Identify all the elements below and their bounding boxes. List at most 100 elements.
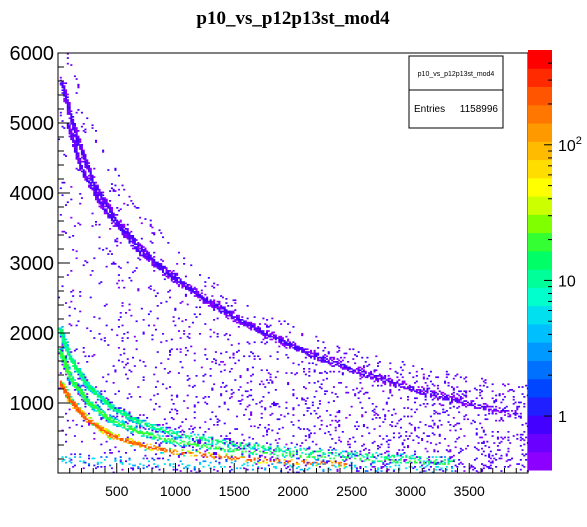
heatmap-cell (84, 163, 87, 166)
heatmap-cell (110, 421, 113, 423)
heatmap-cell (65, 348, 68, 351)
heatmap-cell (123, 202, 126, 205)
heatmap-cell (422, 461, 425, 464)
heatmap-cell (75, 128, 78, 131)
heatmap-cell (110, 433, 113, 436)
heatmap-cell (213, 466, 216, 468)
heatmap-cell (206, 302, 209, 304)
heatmap-cell (169, 433, 172, 436)
heatmap-cell (276, 457, 279, 460)
heatmap-cell (128, 303, 131, 306)
heatmap-cell (220, 305, 223, 307)
heatmap-cell (58, 348, 61, 351)
heatmap-cell (239, 467, 242, 470)
heatmap-cell (308, 382, 311, 384)
heatmap-cell (195, 288, 198, 290)
heatmap-cell (206, 446, 209, 449)
heatmap-cell (109, 215, 112, 218)
heatmap-cell (447, 414, 450, 416)
heatmap-cell (394, 461, 397, 464)
heatmap-cell (79, 162, 82, 164)
y-tick-label: 6000 (10, 43, 55, 65)
heatmap-cell (239, 442, 242, 444)
heatmap-cell (110, 208, 113, 211)
heatmap-cell (66, 377, 69, 380)
heatmap-cell (347, 366, 350, 369)
heatmap-cell (371, 442, 374, 444)
heatmap-cell (172, 439, 175, 442)
heatmap-cell (107, 408, 110, 411)
heatmap-cell (184, 418, 187, 421)
heatmap-cell (86, 163, 89, 166)
heatmap-cell (481, 377, 484, 380)
heatmap-cell (248, 321, 251, 324)
heatmap-cell (91, 188, 94, 191)
heatmap-cell (287, 344, 290, 346)
heatmap-cell (218, 447, 221, 450)
heatmap-cell (73, 370, 76, 373)
heatmap-cell (489, 464, 492, 467)
heatmap-cell (125, 236, 128, 239)
heatmap-cell (98, 247, 101, 250)
heatmap-cell (244, 408, 247, 411)
heatmap-cell (454, 375, 457, 377)
heatmap-cell (170, 277, 173, 279)
heatmap-cell (63, 82, 66, 85)
heatmap-cell (463, 418, 466, 421)
heatmap-cell (61, 81, 64, 83)
heatmap-cell (133, 442, 136, 444)
heatmap-cell (266, 319, 269, 321)
heatmap-cell (188, 289, 191, 292)
heatmap-cell (225, 314, 228, 317)
heatmap-cell (121, 410, 124, 412)
heatmap-cell (435, 468, 438, 471)
heatmap-cell (68, 236, 71, 239)
heatmap-cell (66, 370, 69, 373)
heatmap-cell (436, 412, 439, 415)
heatmap-cell (199, 438, 202, 440)
heatmap-cell (518, 405, 521, 408)
heatmap-cell (160, 442, 163, 444)
heatmap-cell (438, 403, 441, 405)
heatmap-cell (391, 394, 394, 397)
heatmap-cell (142, 467, 145, 470)
heatmap-cell (216, 453, 219, 456)
heatmap-cell (292, 454, 295, 457)
heatmap-cell (322, 470, 325, 472)
heatmap-cell (103, 390, 106, 393)
heatmap-cell (283, 456, 286, 458)
heatmap-cell (278, 418, 281, 421)
heatmap-cell (82, 400, 85, 402)
heatmap-cell (271, 333, 274, 335)
heatmap-cell (82, 380, 85, 383)
heatmap-cell (75, 151, 78, 153)
heatmap-cell (234, 447, 237, 450)
heatmap-cell (114, 418, 117, 421)
heatmap-cell (206, 439, 209, 442)
heatmap-cell (153, 408, 156, 411)
heatmap-cell (70, 123, 73, 125)
heatmap-cell (507, 447, 510, 450)
heatmap-cell (269, 450, 272, 453)
heatmap-cell (419, 391, 422, 394)
heatmap-cell (343, 366, 346, 369)
heatmap-cell (253, 450, 256, 453)
heatmap-cell (133, 247, 136, 250)
heatmap-cell (357, 454, 360, 457)
heatmap-cell (188, 452, 191, 454)
heatmap-cell (362, 393, 365, 395)
heatmap-cell (82, 160, 85, 163)
heatmap-cell (163, 265, 166, 268)
heatmap-cell (110, 401, 113, 404)
heatmap-cell (496, 410, 499, 412)
heatmap-cell (354, 466, 357, 468)
heatmap-cell (142, 319, 145, 321)
heatmap-cell (133, 243, 136, 246)
heatmap-cell (230, 396, 233, 398)
heatmap-cell (264, 449, 267, 451)
heatmap-cell (278, 461, 281, 464)
heatmap-cell (84, 400, 87, 402)
heatmap-cell (195, 459, 198, 461)
heatmap-cell (172, 440, 175, 443)
heatmap-cell (98, 198, 101, 201)
